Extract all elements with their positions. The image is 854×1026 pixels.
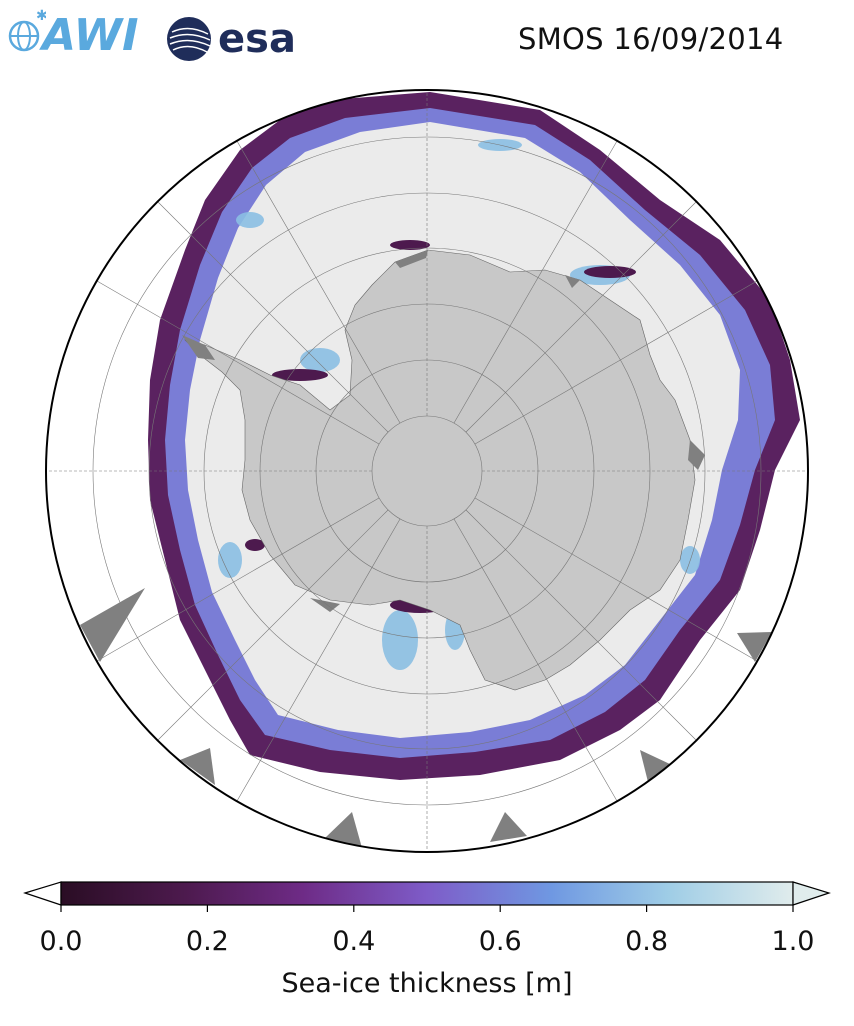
colorbar-extend-high <box>792 881 831 906</box>
map-boundary <box>45 89 809 853</box>
colorbar-tick-label: 0.0 <box>40 926 83 957</box>
awi-logo-text: AWI <box>42 10 139 61</box>
awi-globe-icon: ✱ <box>8 8 48 52</box>
svg-text:✱: ✱ <box>36 8 46 24</box>
colorbar-ticks <box>60 905 794 912</box>
colorbar-label: Sea-ice thickness [m] <box>281 968 572 999</box>
esa-logo: esa <box>164 14 309 64</box>
no-data-wedges <box>80 588 772 848</box>
polar-map <box>45 89 809 853</box>
logo-group: ✱ AWI esa <box>6 6 306 66</box>
colorbar-tick-label: 1.0 <box>772 926 815 957</box>
antarctica-land <box>184 249 696 691</box>
colorbar-tick-label: 0.2 <box>186 926 229 957</box>
esa-emblem-icon <box>167 17 211 61</box>
colorbar-tick-label: 0.8 <box>625 926 668 957</box>
colorbar-gradient <box>60 881 794 906</box>
colorbar-tick-label: 0.6 <box>479 926 522 957</box>
map-content <box>46 90 808 852</box>
esa-logo-text: esa <box>218 16 296 62</box>
map-title: SMOS 16/09/2014 <box>518 22 784 56</box>
colorbar-tick-labels: 0.0 0.2 0.4 0.6 0.8 1.0 <box>40 926 815 957</box>
colorbar: 0.0 0.2 0.4 0.6 0.8 1.0 Sea-ice thicknes… <box>23 881 831 999</box>
colorbar-tick-label: 0.4 <box>332 926 375 957</box>
colorbar-extend-low <box>23 881 62 906</box>
graticule <box>46 90 808 852</box>
awi-logo: ✱ AWI <box>6 6 151 66</box>
